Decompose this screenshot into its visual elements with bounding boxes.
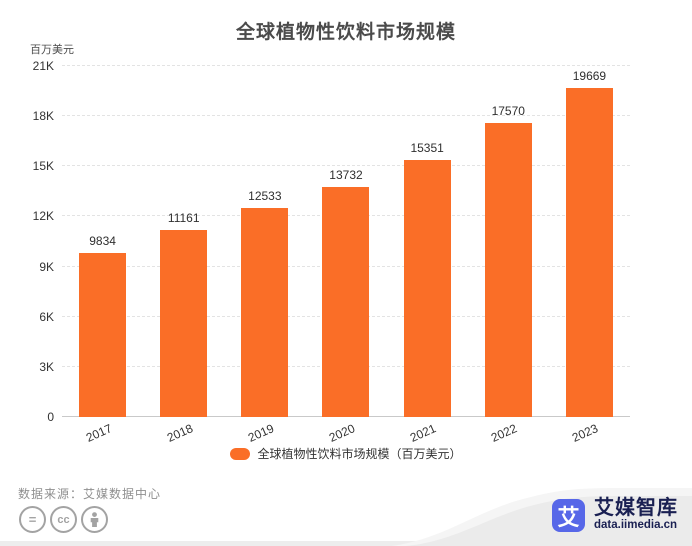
brand-text: 艾媒智库 data.iimedia.cn [594,498,678,533]
bar-value-label-2020: 13732 [329,168,363,183]
bar-2021 [403,160,451,417]
gridline-18K [62,115,630,117]
bar-value-label-2022: 17570 [491,104,525,119]
gridline-21K [62,65,630,66]
bar-2022 [484,123,532,417]
y-axis-tick-label-15K: 15K [32,159,54,174]
bar-2017 [79,252,127,417]
y-axis-tick-label-3K: 3K [39,359,54,374]
bar-2023 [565,88,613,417]
bar-column-2018: 11161 [143,66,224,417]
y-axis-tick-label-9K: 9K [39,259,54,274]
license-equals-icon[interactable]: = [19,506,46,533]
x-axis-label-2018: 2018 [164,421,195,445]
person-icon [90,512,99,527]
y-axis-tick-labels: 0 3K 6K 9K 12K 15K 18K 21K [10,59,54,424]
footer-swoosh-decoration [392,488,692,546]
bar-value-label-2019: 12533 [248,188,282,203]
bar-value-label-2023: 19669 [572,69,607,84]
legend-swatch [230,447,251,460]
y-axis-tick-label-12K: 12K [32,209,54,224]
y-axis-tick-label-6K: 6K [39,309,54,324]
brand-logo-icon: 艾 [552,499,585,533]
data-source-text: 数据来源：艾媒数据中心 [18,487,162,501]
bar-2019 [241,207,289,417]
bar-column-2021: 15351 [387,66,468,417]
brand-logo[interactable]: 艾 艾媒智库 data.iimedia.cn [552,498,678,533]
gridline-15K [62,165,630,167]
legend-label: 全球植物性饮料市场规模（百万美元） [257,447,462,461]
x-axis-label-2022: 2022 [489,421,520,445]
bar-column-2022: 17570 [468,66,549,417]
x-axis-label-2019: 2019 [245,421,276,445]
legend: 全球植物性饮料市场规模（百万美元） [0,445,692,462]
license-badges: = cc [19,506,108,533]
bottom-edge-bar [0,541,692,546]
bar-column-2017: 9834 [62,66,143,417]
bar-value-label-2017: 9834 [89,233,116,248]
y-axis-unit-label: 百万美元 [30,44,74,56]
brand-name: 艾媒智库 [594,497,678,520]
chart-title: 全球植物性饮料市场规模 [235,22,456,43]
license-cc-icon[interactable]: cc [50,506,77,533]
bar-value-label-2018: 11161 [167,211,200,226]
bar-value-label-2021: 15351 [410,141,444,156]
x-axis-label-2020: 2020 [326,421,358,445]
x-axis-label-2021: 2021 [408,421,439,445]
x-axis-label-2017: 2017 [83,421,114,445]
y-axis-tick-label-18K: 18K [32,109,54,124]
bar-column-2023: 19669 [549,66,630,417]
license-person-icon[interactable] [81,506,108,533]
x-axis-label-2023: 2023 [570,421,601,445]
bar-column-2019: 12533 [224,66,305,417]
bar-2020 [322,187,370,417]
plot-area: 9834 11161 12533 13732 15351 17570 19669 [62,65,630,417]
y-axis-tick-label-0: 0 [47,410,54,424]
y-axis-tick-label-21K: 21K [32,59,54,73]
bar-column-2020: 13732 [305,66,386,417]
bar-2018 [160,230,208,417]
brand-url: data.iimedia.cn [594,519,678,532]
